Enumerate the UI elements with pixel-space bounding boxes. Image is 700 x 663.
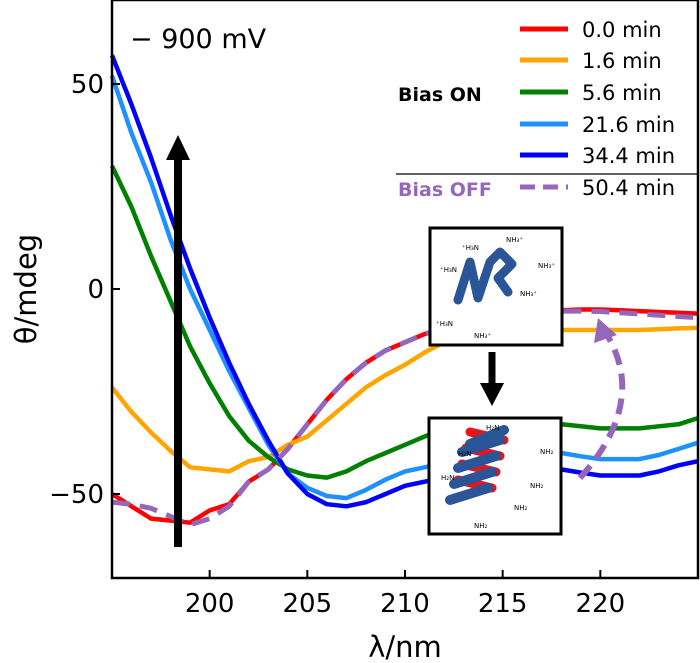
- inset-label: ⁺H₃N: [462, 244, 479, 252]
- y-tick-label: 0: [87, 275, 104, 305]
- inset-label: H₂N: [458, 450, 471, 458]
- y-tick-label: −50: [49, 480, 104, 510]
- inset-label: H₂N: [441, 474, 454, 482]
- recovery-arrow: [577, 318, 626, 481]
- legend-entry-label: 34.4 min: [582, 144, 675, 168]
- inset-label: NH₃⁺: [520, 290, 537, 298]
- x-tick-label: 210: [380, 589, 430, 619]
- helix-peptide-inset: H₂N NH₂ H₂N H₂N NH₂ NH₂ NH₂: [427, 416, 563, 536]
- alpha-helix-illustration: [445, 425, 509, 505]
- legend-bias-off-label: Bias OFF: [398, 179, 492, 201]
- x-axis: 200 205 210 215 220: [185, 570, 625, 619]
- inset-label: NH₃⁺: [538, 262, 555, 270]
- x-tick-label: 220: [576, 589, 626, 619]
- inset-label: NH₃⁺: [474, 332, 491, 340]
- series-line-34-4-min: [109, 54, 699, 509]
- legend-entry-label: 50.4 min: [582, 176, 675, 200]
- y-tick-label: 50: [71, 70, 104, 100]
- trend-arrow: [166, 135, 190, 547]
- legend-bias-on-label: Bias ON: [398, 84, 482, 106]
- inset-label: NH₂: [514, 504, 528, 512]
- potential-annotation: − 900 mV: [130, 24, 267, 55]
- series-line-50-4-min: [111, 308, 699, 528]
- y-axis-label: θ/mdeg: [9, 234, 43, 344]
- legend-entry-label: 21.6 min: [582, 113, 675, 137]
- inset-label: ⁺H₃N: [436, 320, 453, 328]
- legend-entry-label: 5.6 min: [582, 81, 662, 105]
- x-tick-label: 215: [478, 589, 528, 619]
- inset-label: NH₂: [530, 482, 544, 490]
- legend-entry-label: 1.6 min: [582, 49, 662, 73]
- x-tick-label: 200: [185, 589, 235, 619]
- series-line-5-6-min: [109, 165, 699, 480]
- inset-label: NH₂: [474, 522, 488, 530]
- x-axis-label: λ/nm: [368, 630, 442, 663]
- inset-label: H₂N: [486, 424, 499, 432]
- unfolded-peptide-inset: NH₃⁺ ⁺H₃N NH₃⁺ ⁺H₃N NH₃⁺ ⁺H₃N NH₃⁺: [428, 226, 564, 347]
- inset-label: NH₃⁺: [506, 236, 523, 244]
- series-layer: [109, 54, 699, 528]
- random-coil-illustration: [453, 247, 517, 305]
- inset-label: ⁺H₃N: [440, 266, 457, 274]
- folding-arrow: [480, 352, 504, 406]
- x-tick-label: 205: [283, 589, 333, 619]
- series-line-21-6-min: [109, 75, 699, 501]
- legend: Bias ON Bias OFF 0.0 min 1.6 min 5.6 min 21…: [396, 18, 698, 201]
- y-axis: −50 0 50: [49, 70, 120, 510]
- series-line-1-6-min: [110, 324, 699, 474]
- legend-entry-label: 0.0 min: [582, 18, 662, 42]
- inset-label: NH₂: [540, 448, 554, 456]
